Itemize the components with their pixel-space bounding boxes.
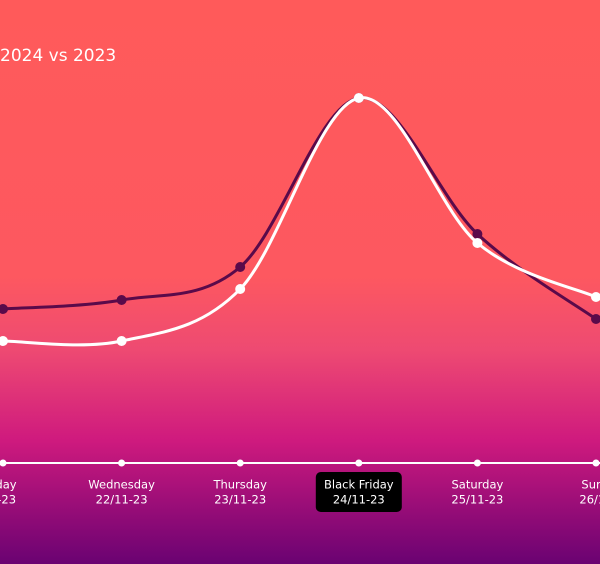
- x-tick-date: 22/11-23: [96, 493, 148, 507]
- x-tick-label: Wednesday: [88, 478, 155, 492]
- x-tick-date: 23/11-23: [214, 493, 266, 507]
- x-tick: [236, 459, 244, 467]
- x-tick-label: Black Friday: [324, 478, 394, 492]
- highlight-box: [315, 472, 402, 512]
- data-point: [472, 229, 483, 239]
- x-tick-date: 26/11: [579, 493, 600, 507]
- data-point: [116, 336, 127, 346]
- x-tick: [355, 459, 363, 467]
- data-point: [235, 262, 246, 272]
- x-tick-date: 1-23: [0, 493, 16, 507]
- x-tick-date: 25/11-23: [451, 493, 503, 507]
- x-tick: [0, 459, 7, 467]
- x-tick: [473, 459, 481, 467]
- x-tick-date: 24/11-23: [333, 493, 385, 507]
- x-tick-label: Saturday: [451, 478, 503, 492]
- data-point: [116, 295, 127, 305]
- data-point: [235, 284, 246, 294]
- data-point: [591, 314, 600, 324]
- data-point: [0, 304, 8, 314]
- x-tick: [592, 459, 600, 467]
- x-tick-label: sday: [0, 478, 17, 492]
- chart-title: 2024 vs 2023: [0, 46, 116, 66]
- data-point: [591, 292, 600, 302]
- x-tick-label: Thursday: [212, 478, 267, 492]
- x-tick: [118, 459, 126, 467]
- x-tick-label: Sund: [581, 478, 600, 492]
- data-point: [0, 336, 8, 346]
- data-point: [472, 238, 483, 248]
- data-point: [353, 93, 364, 103]
